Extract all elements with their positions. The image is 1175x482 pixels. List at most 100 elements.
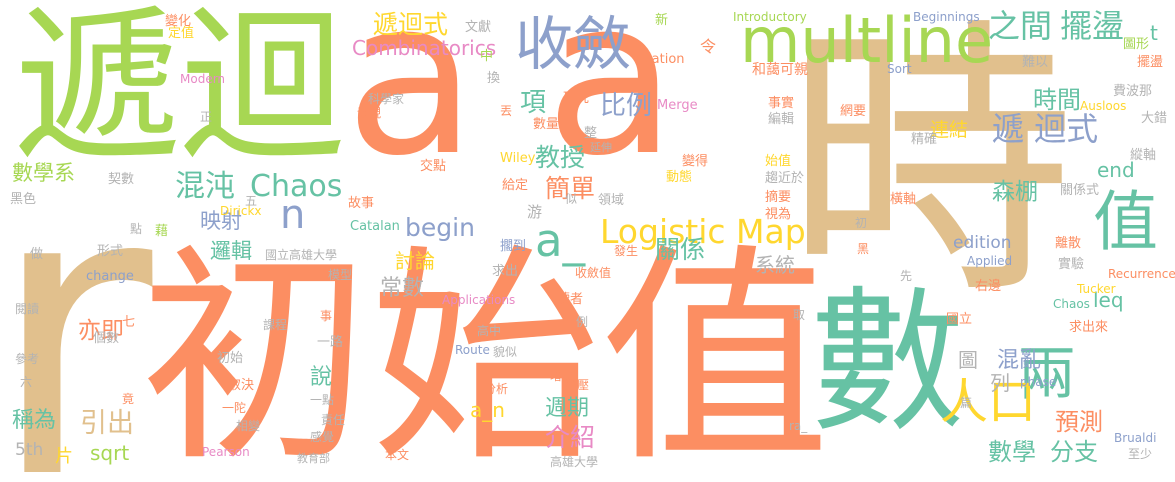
cloud-word: 取決: [228, 378, 255, 393]
cloud-word: 領域: [598, 193, 625, 208]
cloud-word: Pearson: [202, 445, 250, 459]
cloud-word: 大錯: [1141, 111, 1168, 126]
cloud-word: Dirickx: [220, 204, 262, 218]
cloud-word: 整: [584, 126, 598, 141]
cloud-word: 分支: [1050, 438, 1098, 466]
cloud-word: 契數: [108, 172, 135, 187]
cloud-word: 值: [1093, 185, 1159, 260]
cloud-word: 兩: [1018, 340, 1077, 408]
cloud-word: 關係式: [1060, 183, 1100, 198]
cloud-word: 中: [480, 49, 494, 64]
cloud-word: t: [1150, 21, 1158, 45]
cloud-word: 數: [810, 272, 965, 453]
cloud-word: 丟: [500, 104, 513, 118]
cloud-word: 遞 迴式: [992, 110, 1099, 148]
cloud-word: 亦即: [78, 318, 124, 344]
cloud-word: 科學家: [368, 92, 405, 106]
cloud-word: 初: [855, 216, 868, 230]
cloud-word: 藉: [155, 224, 169, 239]
cloud-word: 橫軸: [890, 192, 917, 207]
cloud-word: 黑: [857, 242, 870, 256]
cloud-word: 六: [20, 375, 33, 389]
cloud-word: Tucker: [1077, 282, 1116, 296]
cloud-word: 定值: [168, 26, 195, 41]
cloud-word: begin: [405, 213, 475, 242]
cloud-word: 增長: [550, 369, 575, 383]
cloud-word: 似: [565, 192, 578, 206]
cloud-word: 收斂值: [575, 266, 612, 280]
cloud-word: 發生: [614, 244, 639, 258]
cloud-word: 之間: [988, 7, 1053, 45]
cloud-word: 令: [700, 37, 717, 56]
cloud-word: 責任: [321, 413, 346, 427]
cloud-word: 系統: [755, 253, 795, 277]
cloud-word: 引出: [80, 408, 134, 439]
cloud-word: 實驗: [1058, 257, 1085, 272]
cloud-word: edition: [953, 233, 1012, 253]
cloud-word: 本文: [385, 448, 410, 462]
cloud-word: 視為: [765, 207, 792, 222]
cloud-word: 新: [655, 13, 669, 28]
cloud-word: 取: [793, 308, 806, 322]
cloud-word: 研究: [563, 91, 590, 106]
cloud-word: Chaos: [250, 169, 343, 204]
cloud-word: 始值: [765, 154, 792, 169]
cloud-word: 混亂: [997, 348, 1042, 373]
cloud-word: 例: [576, 315, 589, 329]
cloud-word: 教授: [535, 143, 586, 172]
cloud-word: Combinatorics: [352, 36, 497, 60]
cloud-word: 映射: [200, 209, 242, 233]
cloud-word: 動態: [666, 170, 693, 185]
cloud-word: 簡單: [545, 174, 596, 203]
cloud-word: 高雄大學: [550, 455, 599, 469]
cloud-word: 時間: [1033, 86, 1081, 114]
cloud-word: Applied: [967, 254, 1013, 268]
cloud-word: 變化: [165, 14, 192, 29]
cloud-word: 高中: [477, 324, 502, 338]
cloud-word: Introductory: [733, 10, 807, 24]
cloud-word: change: [86, 269, 134, 284]
cloud-word: 精確: [911, 132, 938, 147]
cloud-word: ra_: [789, 419, 808, 433]
cloud-word: 邏輯: [210, 239, 252, 263]
cloud-word: 時: [785, 0, 1075, 333]
cloud-word: Logistic Map: [600, 212, 806, 251]
cloud-word: 換: [487, 71, 501, 86]
cloud-word: 項: [520, 88, 547, 118]
cloud-word: 和藹可親: [752, 62, 808, 78]
cloud-word: 參考: [15, 352, 40, 366]
cloud-word: Merge: [657, 98, 698, 113]
cloud-word: multline: [740, 4, 994, 77]
cloud-word: 一陀: [222, 401, 247, 415]
cloud-word: 事: [320, 309, 333, 323]
cloud-word: a: [345, 0, 477, 203]
cloud-word: Recurrence: [1108, 267, 1175, 281]
cloud-word: 正: [200, 110, 213, 124]
cloud-word: Catalan: [350, 219, 400, 234]
cloud-word: 縱軸: [1130, 148, 1157, 163]
cloud-word: 給定: [502, 178, 529, 193]
cloud-word: 擺盪: [1137, 55, 1164, 70]
cloud-word: sqrt: [90, 441, 130, 465]
cloud-word: Sort: [887, 62, 912, 76]
cloud-word: 故事: [348, 196, 375, 211]
cloud-word: 趨近於: [765, 171, 805, 186]
cloud-word: 右邊: [975, 279, 1002, 294]
cloud-word: 片: [55, 446, 73, 467]
cloud-word: 常數: [380, 276, 425, 301]
cloud-word: 至少: [1128, 447, 1153, 461]
cloud-word: 圖: [958, 348, 978, 372]
cloud-word: 一路: [317, 335, 344, 350]
cloud-word: 難以: [1022, 55, 1049, 70]
cloud-word: 分析: [484, 382, 509, 396]
cloud-word: 形式: [97, 244, 124, 259]
cloud-word: 收斂: [515, 10, 632, 78]
cloud-word: 篇: [960, 396, 973, 410]
cloud-word: 閱讀: [15, 302, 40, 316]
cloud-word: 求出來: [1069, 320, 1109, 335]
cloud-word: 5th: [15, 440, 44, 460]
cloud-word: 貌似: [493, 345, 518, 359]
cloud-word: Modern: [180, 72, 226, 86]
cloud-word: 國立高雄大學: [265, 248, 338, 262]
cloud-word: 數學系: [12, 161, 75, 185]
